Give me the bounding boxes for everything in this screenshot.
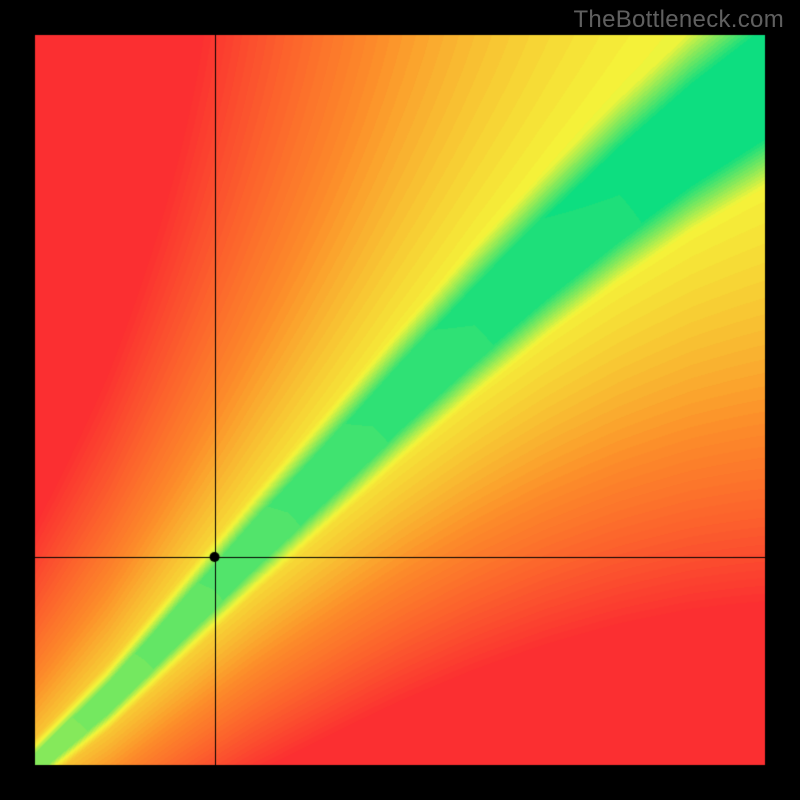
- bottleneck-heatmap: [0, 0, 800, 800]
- chart-container: TheBottleneck.com: [0, 0, 800, 800]
- watermark-text: TheBottleneck.com: [573, 6, 784, 34]
